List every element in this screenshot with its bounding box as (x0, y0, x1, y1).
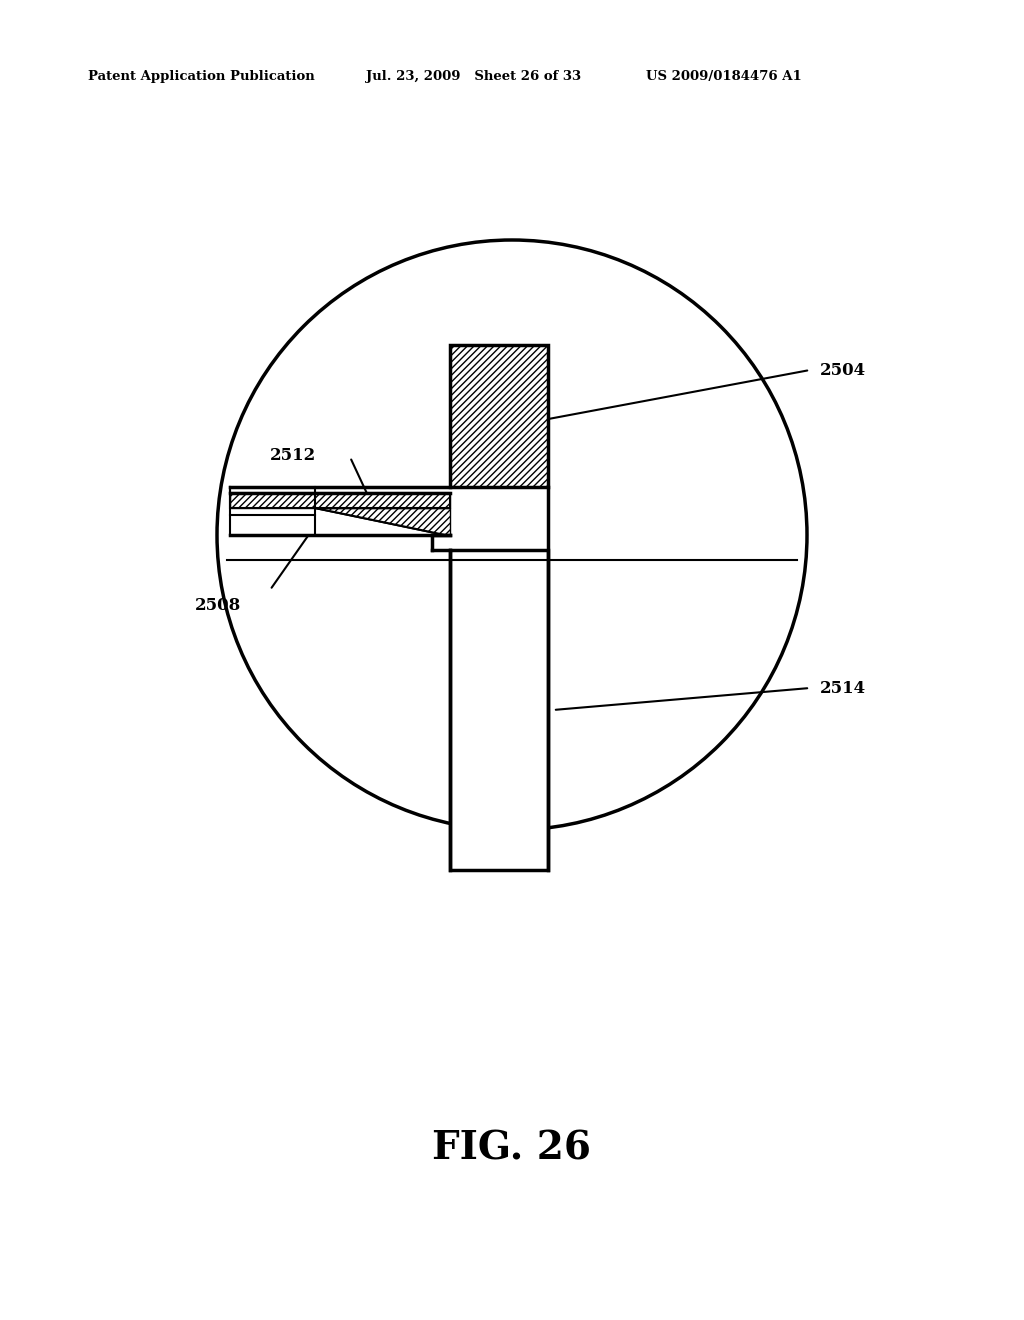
Polygon shape (315, 508, 450, 535)
Bar (230, 492, 450, 508)
Text: Jul. 23, 2009   Sheet 26 of 33: Jul. 23, 2009 Sheet 26 of 33 (366, 70, 582, 83)
Bar (450, 550, 548, 870)
Bar (450, 345, 548, 487)
Bar (230, 508, 450, 535)
Bar (230, 492, 450, 508)
Bar (450, 345, 548, 487)
Text: 2512: 2512 (270, 447, 316, 465)
Text: 2508: 2508 (195, 597, 242, 614)
Text: 2514: 2514 (820, 680, 866, 697)
Text: FIG. 26: FIG. 26 (432, 1130, 592, 1168)
Text: US 2009/0184476 A1: US 2009/0184476 A1 (646, 70, 802, 83)
Text: Patent Application Publication: Patent Application Publication (88, 70, 314, 83)
Text: 2504: 2504 (820, 362, 866, 379)
